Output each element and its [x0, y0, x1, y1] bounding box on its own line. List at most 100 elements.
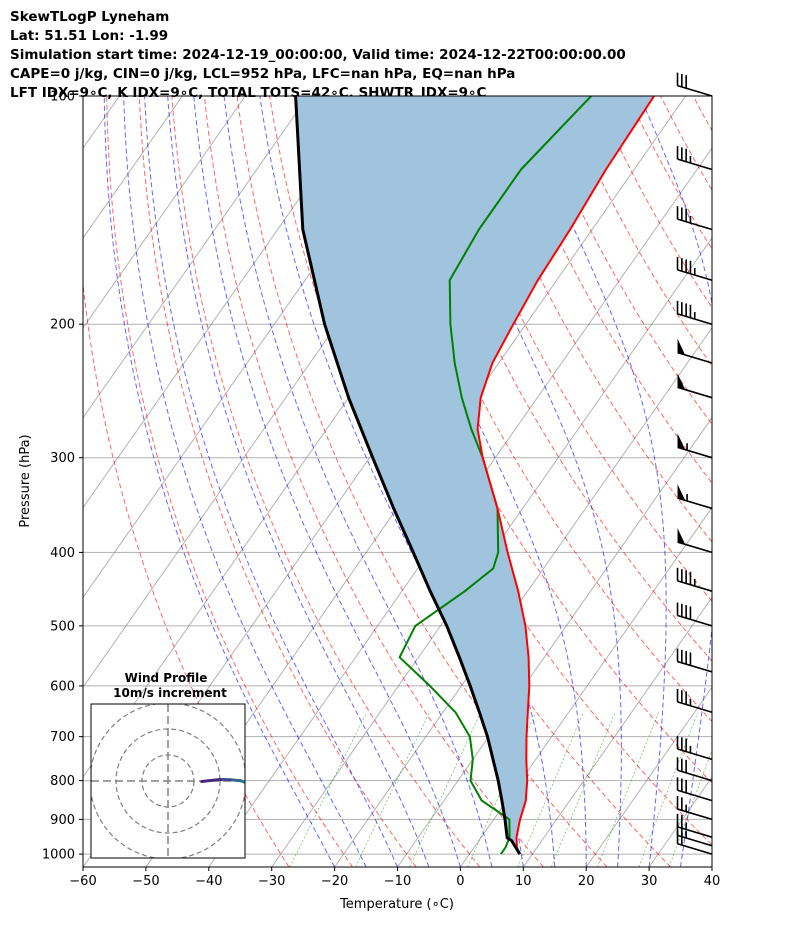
chart-header: SkewTLogP Lyneham Lat: 51.51 Lon: -1.99 … [10, 8, 626, 103]
x-tick-label: 30 [641, 874, 658, 889]
y-tick-label: 500 [50, 619, 75, 634]
hodograph-title: Wind Profile [125, 671, 208, 685]
wind-barb-shaft [677, 158, 713, 171]
hodograph-subtitle: 10m/s increment [113, 686, 227, 700]
y-tick-label: 900 [50, 813, 75, 828]
isotherm-line [271, 237, 712, 867]
dry-adiabat-line [594, 96, 712, 309]
isotherm-line [334, 326, 712, 867]
x-axis-label: Temperature (∘C) [339, 897, 454, 912]
moist-adiabat-line [144, 96, 398, 867]
wind-barb-shaft [677, 842, 713, 855]
dewpoint-line [398, 96, 592, 855]
wind-barb-pennant [677, 338, 686, 355]
wind-barb-shaft [677, 218, 713, 231]
wind-barb-shaft [677, 84, 713, 97]
moist-adiabat-line [639, 96, 712, 867]
dry-adiabat-line [269, 96, 671, 867]
dry-adiabat-line [529, 96, 712, 426]
isotherm-line [83, 96, 372, 509]
wind-barb [677, 338, 713, 364]
wind-barb [677, 373, 713, 399]
isotherm-line [585, 686, 712, 867]
hodograph-trace-segment [228, 778, 243, 783]
x-tick-label: 40 [704, 874, 721, 889]
dry-adiabat-line [236, 96, 608, 867]
y-tick-label: 300 [50, 451, 75, 466]
dry-adiabat-line [692, 96, 712, 132]
wind-barb-shaft [677, 748, 713, 761]
hodograph-trace-segment [247, 783, 248, 787]
wind-barb [676, 813, 713, 838]
dry-adiabat-line [204, 96, 544, 867]
hodograph-trace-segment [200, 777, 222, 784]
y-tick-label: 700 [50, 730, 75, 745]
moist-adiabat-line [193, 96, 461, 867]
wind-barbs [676, 72, 713, 855]
plot-area [83, 96, 712, 867]
wind-barb [676, 796, 713, 821]
wind-barb-shaft [677, 789, 713, 802]
wind-barb [676, 688, 713, 714]
mixing-ratio-line [638, 712, 698, 867]
mixing-ratio-line [409, 712, 481, 867]
wind-barb-shaft [677, 834, 713, 847]
chart-title: SkewTLogP Lyneham [10, 9, 170, 25]
dry-adiabat-line [171, 96, 481, 867]
wind-barb-shaft [677, 826, 713, 838]
moist-adiabat-line [427, 96, 622, 867]
mixing-ratio-line [550, 712, 616, 867]
wind-barb-shaft [677, 614, 713, 627]
dry-adiabat-line [464, 96, 712, 543]
isotherm-line [522, 596, 712, 867]
isotherm-line [83, 96, 246, 329]
x-tick-label: −40 [195, 874, 222, 889]
wind-barb [676, 757, 713, 782]
hodograph-trace-segment [253, 788, 254, 790]
isotherm-line [711, 866, 712, 867]
wind-barb-shaft [677, 660, 713, 673]
x-tick-label: −10 [384, 874, 411, 889]
wind-barb [676, 206, 713, 231]
mixing-ratio-line [597, 712, 659, 867]
y-tick-label: 100 [50, 90, 75, 105]
mixing-ratio-line [517, 712, 584, 867]
moist-adiabat-line [167, 96, 430, 867]
cin-shaded-area [295, 96, 655, 855]
isotherm-line [83, 96, 183, 239]
hodograph-trace-segment [253, 788, 254, 789]
x-tick-label: 10 [515, 874, 532, 889]
moist-adiabat-line [223, 96, 493, 867]
wind-barb [676, 300, 713, 325]
isotherm-line [459, 506, 712, 867]
wind-barb-pennant [677, 528, 686, 545]
stability-indices-1: CAPE=0 j/kg, CIN=0 j/kg, LCL=952 hPa, LF… [10, 66, 516, 82]
mixing-ratio-line [289, 712, 367, 867]
wind-barb [676, 777, 713, 802]
x-tick-label: −60 [69, 874, 96, 889]
wind-barb [677, 528, 713, 554]
temperature-line [476, 96, 655, 855]
hodograph-trace-segment [249, 787, 250, 788]
hodograph-inset: Wind Profile 10m/s increment [90, 671, 254, 859]
wind-barb [677, 484, 713, 510]
wind-barb-pennant [677, 373, 686, 390]
wind-barb-shaft [677, 769, 713, 782]
moist-adiabat-line [123, 96, 367, 867]
wind-barb-shaft [677, 497, 713, 510]
simulation-times: Simulation start time: 2024-12-19_00:00:… [10, 47, 626, 63]
isotherm-line [83, 96, 309, 419]
isotherm-line [648, 776, 712, 867]
wind-barb [676, 648, 713, 673]
x-tick-label: −50 [132, 874, 159, 889]
wind-barb [676, 256, 713, 282]
wind-barb [676, 822, 713, 847]
moist-adiabat-line [357, 96, 587, 867]
wind-barb [676, 602, 713, 627]
hodograph-trace-segment [250, 788, 253, 789]
wind-barb [676, 736, 713, 761]
dry-adiabat-line [562, 96, 712, 367]
moist-adiabat-line [103, 96, 336, 867]
x-tick-label: −30 [258, 874, 285, 889]
